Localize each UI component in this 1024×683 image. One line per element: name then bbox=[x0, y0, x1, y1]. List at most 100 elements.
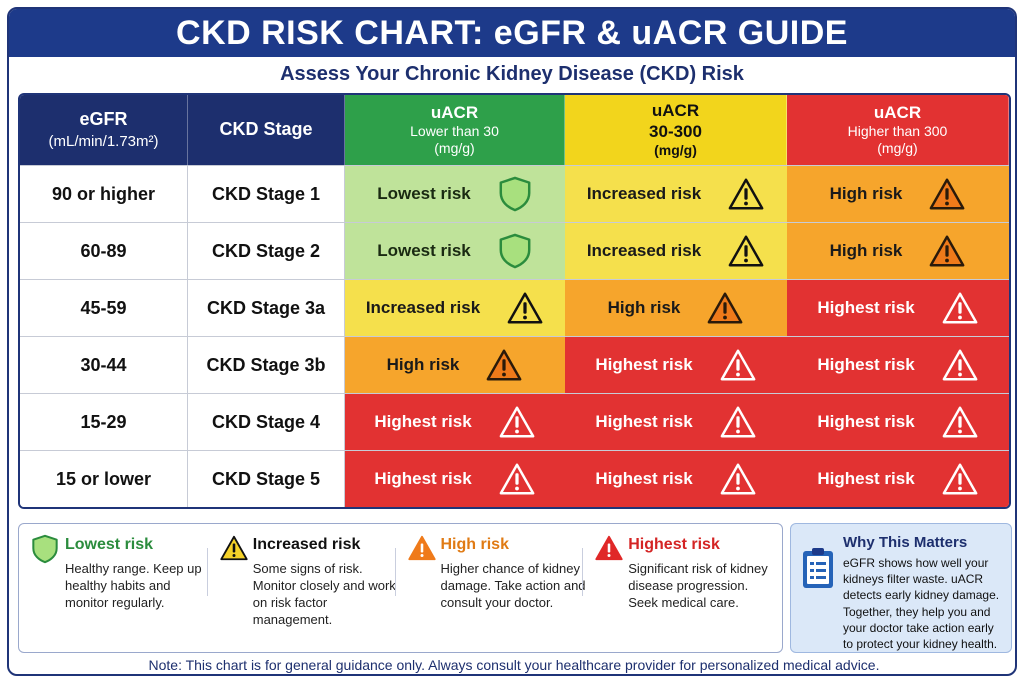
header-uacr-low-title: uACR bbox=[430, 103, 479, 122]
risk-cell: Increased risk bbox=[565, 222, 787, 279]
legend-item-highest: Highest risk Significant risk of kidney d… bbox=[582, 534, 782, 652]
warning-triangle-icon bbox=[727, 175, 765, 213]
table-body: 90 or higher CKD Stage 1 Lowest risk Increa… bbox=[20, 165, 1009, 507]
risk-cell: High risk bbox=[787, 165, 1009, 222]
egfr-cell: 15-29 bbox=[20, 393, 188, 450]
shield-icon bbox=[31, 534, 65, 652]
risk-cell: Increased risk bbox=[565, 165, 787, 222]
risk-cell: Increased risk bbox=[345, 279, 565, 336]
legend-item-high: High risk Higher chance of kidney damage.… bbox=[394, 534, 595, 652]
risk-cell: Highest risk bbox=[345, 393, 565, 450]
stage-cell: CKD Stage 3b bbox=[188, 336, 345, 393]
risk-cell-label: Increased risk bbox=[586, 184, 702, 203]
risk-cell-label: Increased risk bbox=[586, 241, 702, 260]
page-subtitle: Assess Your Chronic Kidney Disease (CKD)… bbox=[280, 62, 744, 85]
legend-title: Increased risk bbox=[252, 536, 361, 553]
warning-triangle-icon bbox=[719, 460, 757, 498]
page-title: CKD RISK CHART: eGFR & uACR GUIDE bbox=[176, 13, 848, 52]
risk-table: eGFR (mL/min/1.73m²) CKD Stage uACR Lowe… bbox=[18, 93, 1011, 509]
egfr-cell: 30-44 bbox=[20, 336, 188, 393]
header-stage-label: CKD Stage bbox=[219, 119, 313, 140]
egfr-cell: 90 or higher bbox=[20, 165, 188, 222]
risk-cell-label: Highest risk bbox=[817, 412, 915, 431]
stage-cell: CKD Stage 1 bbox=[188, 165, 345, 222]
risk-cell: Highest risk bbox=[787, 279, 1009, 336]
risk-cell-label: Lowest risk bbox=[377, 184, 471, 203]
risk-cell-label: High risk bbox=[386, 355, 460, 374]
risk-cell: Highest risk bbox=[787, 336, 1009, 393]
legend-description: Significant risk of kidney disease progr… bbox=[628, 561, 768, 611]
warning-triangle-icon bbox=[928, 175, 966, 213]
risk-cell-label: High risk bbox=[829, 184, 903, 203]
shield-icon bbox=[497, 233, 533, 269]
chart-frame: CKD RISK CHART: eGFR & uACR GUIDE Assess… bbox=[7, 7, 1017, 676]
warning-triangle-icon bbox=[498, 403, 536, 441]
warning-triangle-icon bbox=[706, 289, 744, 327]
header-uacr-mid-unit: (mg/g) bbox=[654, 141, 697, 158]
risk-cell-label: Highest risk bbox=[817, 355, 915, 374]
legend-item-lowest: Lowest risk Healthy range. Keep up health… bbox=[31, 534, 219, 652]
disclaimer-note: Note: This chart is for general guidance… bbox=[148, 657, 880, 673]
header-uacr-high-title: uACR bbox=[873, 103, 922, 122]
risk-cell: Highest risk bbox=[787, 393, 1009, 450]
legend-title: Lowest risk bbox=[65, 536, 154, 553]
stage-cell: CKD Stage 3a bbox=[188, 279, 345, 336]
header-uacr-mid-title: uACR bbox=[651, 101, 700, 121]
stage-cell: CKD Stage 5 bbox=[188, 450, 345, 507]
header-stage: CKD Stage bbox=[188, 95, 345, 165]
egfr-cell: 60-89 bbox=[20, 222, 188, 279]
why-box: Why This Matters eGFR shows how well you… bbox=[790, 523, 1012, 653]
risk-cell-label: High risk bbox=[607, 298, 681, 317]
risk-cell-label: Increased risk bbox=[365, 298, 481, 317]
egfr-cell: 45-59 bbox=[20, 279, 188, 336]
stage-cell: CKD Stage 4 bbox=[188, 393, 345, 450]
warning-triangle-icon bbox=[928, 232, 966, 270]
table-row: 60-89 CKD Stage 2 Lowest risk Increased ris… bbox=[20, 222, 1009, 279]
risk-cell: Highest risk bbox=[565, 336, 787, 393]
warning-triangle-icon bbox=[941, 460, 979, 498]
warning-triangle-icon bbox=[219, 534, 253, 652]
risk-cell-label: Highest risk bbox=[595, 412, 693, 431]
header-egfr: eGFR (mL/min/1.73m²) bbox=[20, 95, 188, 165]
table-row: 90 or higher CKD Stage 1 Lowest risk Increa… bbox=[20, 165, 1009, 222]
warning-triangle-icon bbox=[407, 534, 441, 652]
risk-cell-label: High risk bbox=[829, 241, 903, 260]
risk-cell: High risk bbox=[345, 336, 565, 393]
title-bar: CKD RISK CHART: eGFR & uACR GUIDE bbox=[9, 9, 1015, 57]
risk-legend: Lowest risk Healthy range. Keep up health… bbox=[18, 523, 783, 653]
legend-item-increased: Increased risk Some signs of risk. Monito… bbox=[206, 534, 407, 652]
warning-triangle-icon bbox=[506, 289, 544, 327]
risk-cell-label: Highest risk bbox=[817, 298, 915, 317]
table-header-row: eGFR (mL/min/1.73m²) CKD Stage uACR Lowe… bbox=[20, 95, 1009, 165]
egfr-cell: 15 or lower bbox=[20, 450, 188, 507]
risk-cell: High risk bbox=[565, 279, 787, 336]
why-title: Why This Matters bbox=[843, 534, 968, 551]
warning-triangle-icon bbox=[941, 346, 979, 384]
legend-title: High risk bbox=[440, 536, 509, 553]
warning-triangle-icon bbox=[485, 346, 523, 384]
risk-cell: High risk bbox=[787, 222, 1009, 279]
header-uacr-high: uACR Higher than 300 (mg/g) bbox=[787, 95, 1009, 165]
header-egfr-unit: (mL/min/1.73m²) bbox=[48, 132, 159, 150]
shield-icon bbox=[497, 176, 533, 212]
legend-description: Healthy range. Keep up healthy habits an… bbox=[65, 561, 202, 611]
table-row: 30-44 CKD Stage 3b High risk Highest risk Hi… bbox=[20, 336, 1009, 393]
legend-description: Higher chance of kidney damage. Take act… bbox=[440, 561, 586, 611]
warning-triangle-icon bbox=[727, 232, 765, 270]
risk-cell-label: Highest risk bbox=[595, 469, 693, 488]
risk-cell: Lowest risk bbox=[345, 222, 565, 279]
header-egfr-label: eGFR bbox=[79, 109, 128, 130]
warning-triangle-icon bbox=[719, 346, 757, 384]
risk-cell-label: Highest risk bbox=[595, 355, 693, 374]
table-row: 15 or lower CKD Stage 5 Highest risk Highes… bbox=[20, 450, 1009, 507]
table-row: 15-29 CKD Stage 4 Highest risk Highest risk… bbox=[20, 393, 1009, 450]
warning-triangle-icon bbox=[594, 534, 628, 652]
header-uacr-low-range: Lower than 30 bbox=[410, 123, 499, 140]
header-uacr-high-unit: (mg/g) bbox=[877, 140, 918, 157]
risk-cell-label: Highest risk bbox=[817, 469, 915, 488]
legend-description: Some signs of risk. Monitor closely and … bbox=[252, 561, 396, 628]
header-uacr-mid: uACR 30-300 (mg/g) bbox=[565, 95, 787, 165]
header-uacr-mid-range: 30-300 bbox=[649, 121, 702, 141]
risk-cell: Lowest risk bbox=[345, 165, 565, 222]
